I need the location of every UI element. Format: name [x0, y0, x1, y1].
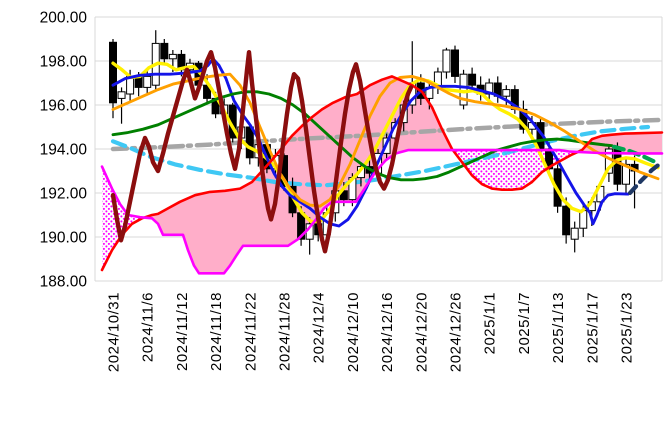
x-axis-label: 2025/1/17	[584, 292, 601, 363]
candle-body-down	[109, 41, 117, 104]
x-axis-label: 2024/12/16	[379, 292, 396, 372]
candle-body-up	[168, 53, 177, 60]
candle-body-down	[160, 42, 169, 60]
indicator-lines	[100, 50, 665, 275]
candle-body-up	[442, 49, 451, 73]
candle-body-up	[502, 89, 511, 97]
candle-body-down	[562, 205, 571, 236]
x-axis-label: 2024/12/4	[311, 292, 328, 363]
y-axis-labels: 200.00 198.00 196.00 194.00 192.00 190.00 188.…	[40, 10, 88, 291]
slow-lines-under	[110, 117, 663, 188]
candle-body-up	[459, 73, 468, 106]
y-axis-label: 192.00	[40, 186, 88, 203]
series-senkou-a	[100, 75, 664, 272]
series-orange-ma	[111, 72, 660, 208]
series-dark-red-lagging	[110, 50, 414, 254]
y-axis-label: 198.00	[40, 54, 88, 71]
candle-body-down	[468, 73, 477, 86]
y-axis-label: 194.00	[40, 142, 88, 159]
candle-body-up	[143, 75, 152, 88]
y-axis-label: 196.00	[40, 98, 88, 115]
x-axis-label: 2024/11/28	[277, 292, 294, 371]
x-axis-label: 2024/12/20	[413, 292, 430, 372]
candle-body-up	[570, 227, 579, 240]
x-axis-label: 2024/12/10	[345, 292, 362, 372]
series-cyan-dashed	[110, 124, 651, 188]
y-axis-label: 188.00	[40, 274, 88, 291]
candle-body-down	[339, 190, 348, 201]
x-axis-label: 2025/1/7	[516, 292, 533, 354]
y-axis-label: 200.00	[40, 10, 88, 27]
x-axis-label: 2025/1/23	[619, 292, 636, 363]
series-gray-ma-dashdot	[110, 117, 663, 152]
x-axis-label: 2024/11/18	[208, 292, 225, 371]
x-axis-label: 2024/11/12	[174, 292, 191, 371]
x-axis-labels: 2024/10/31 2024/11/6 2024/11/12 2024/11/18 2…	[106, 292, 636, 372]
series-senkou-b	[100, 148, 664, 275]
candle-body-down	[245, 126, 254, 159]
x-axis-label: 2024/12/26	[448, 292, 465, 372]
x-axis-label: 2024/11/22	[242, 292, 259, 371]
x-axis-label: 2025/1/1	[482, 292, 499, 354]
x-axis-label: 2024/10/31	[106, 292, 123, 372]
candle-body-up	[117, 91, 126, 99]
x-axis-label: 2024/11/6	[140, 292, 157, 362]
candle-body-down	[451, 49, 459, 77]
y-axis-label: 190.00	[40, 230, 88, 247]
x-axis-label: 2025/1/13	[550, 292, 567, 363]
